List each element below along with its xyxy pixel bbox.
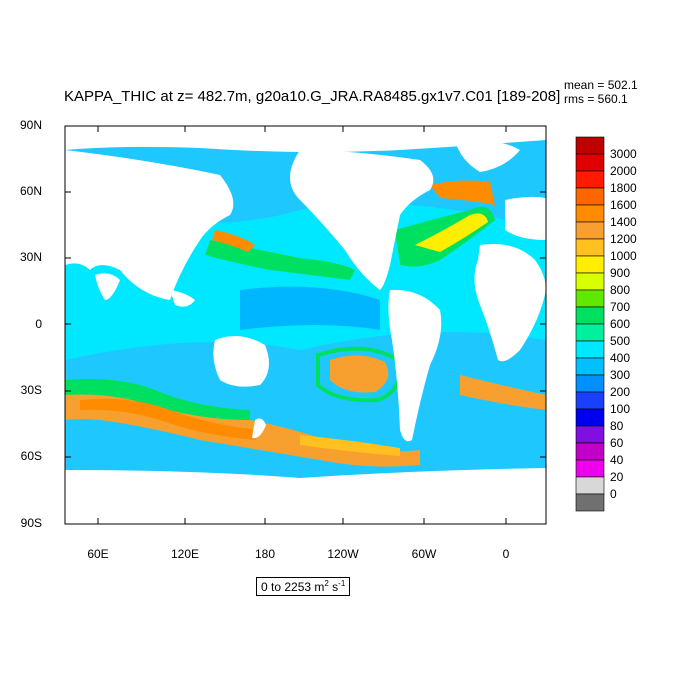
- colorbar-label: 1200: [610, 232, 637, 246]
- colorbar-label: 900: [610, 266, 631, 280]
- colorbar-swatch: [575, 374, 605, 393]
- lat-label: 0: [35, 317, 42, 331]
- lat-label: 60S: [20, 449, 42, 463]
- units-mid: s: [328, 580, 339, 594]
- colorbar-label: 500: [610, 334, 631, 348]
- colorbar-swatch: [575, 170, 605, 189]
- colorbar-swatch: [575, 238, 605, 257]
- colorbar-swatch: [575, 493, 605, 512]
- lon-label: 60W: [411, 547, 437, 561]
- north-pacific-band: [205, 240, 355, 280]
- south-pacific-gyre: [330, 355, 389, 393]
- lon-label: 120W: [327, 547, 359, 561]
- lon-label: 0: [502, 547, 510, 561]
- colorbar-label: 200: [610, 385, 631, 399]
- units-range: 0 to 2253 m: [261, 580, 325, 594]
- gulf-stream: [415, 213, 488, 252]
- colorbar-swatch: [575, 221, 605, 240]
- colorbar-swatch: [575, 442, 605, 461]
- colorbar-label: 20: [610, 470, 624, 484]
- colorbar-label: 800: [610, 283, 631, 297]
- colorbar-swatch: [575, 391, 605, 410]
- colorbar-label: 3000: [610, 147, 637, 161]
- lat-label: 30S: [20, 383, 42, 397]
- rms-stat: rms = 560.1: [564, 92, 628, 106]
- units-sup-inverse: -1: [338, 579, 346, 588]
- lat-label: 60N: [19, 184, 42, 198]
- lon-label: 60E: [87, 547, 109, 561]
- colorbar-label: 300: [610, 368, 631, 382]
- lon-label: 180: [254, 547, 276, 561]
- colorbar-swatch: [575, 289, 605, 308]
- colorbar-swatch: [575, 476, 605, 495]
- southern-ocean-green: [65, 378, 250, 420]
- colorbar-swatch: [575, 408, 605, 427]
- colorbar-swatch: [575, 323, 605, 342]
- map-frame: [64, 125, 547, 525]
- colorbar-label: 1600: [610, 198, 637, 212]
- colorbar-label: 1800: [610, 181, 637, 195]
- colorbar-swatch: [575, 306, 605, 325]
- south-atlantic-east-band: [460, 375, 546, 410]
- colorbar-swatch: [575, 425, 605, 444]
- southern-ocean-yellow: [300, 435, 400, 456]
- mean-stat: mean = 502.1: [564, 78, 638, 92]
- ocean-field: [65, 126, 546, 524]
- lon-label: 120E: [170, 547, 200, 561]
- colorbar-label: 100: [610, 402, 631, 416]
- colorbar-label: 400: [610, 351, 631, 365]
- colorbar-swatch: [575, 255, 605, 274]
- lat-label: 90S: [20, 516, 42, 530]
- kuroshio: [212, 230, 255, 252]
- figure-title: KAPPA_THIC at z= 482.7m, g20a10.G_JRA.RA…: [64, 88, 561, 105]
- colorbar-label: 700: [610, 300, 631, 314]
- colorbar-label: 1400: [610, 215, 637, 229]
- colorbar-label: 600: [610, 317, 631, 331]
- equatorial-band: [240, 286, 380, 330]
- lat-label: 90N: [19, 118, 42, 132]
- southern-ocean-orange: [80, 398, 260, 440]
- colorbar-swatch: [575, 204, 605, 223]
- colorbar-swatch: [575, 340, 605, 359]
- units-sup-squared: 2: [324, 579, 329, 588]
- colorbar-label: 0: [610, 487, 617, 501]
- units-box: 0 to 2253 m2 s-1: [256, 577, 351, 596]
- axis-ticks: [65, 125, 546, 525]
- lat-label: 30N: [19, 250, 42, 264]
- colorbar-label: 40: [610, 453, 624, 467]
- colorbar-swatch: [575, 153, 605, 172]
- colorbar-label: 60: [610, 436, 624, 450]
- south-pacific-gyre-rim: [316, 346, 402, 403]
- colorbar-label: 2000: [610, 164, 637, 178]
- labrador-sea: [430, 180, 495, 205]
- colorbar-swatch: [575, 459, 605, 478]
- colorbar: [575, 136, 605, 512]
- colorbar-label: 80: [610, 419, 624, 433]
- land: [65, 126, 546, 524]
- colorbar-swatch: [575, 136, 605, 155]
- colorbar-swatch: [575, 272, 605, 291]
- colorbar-label: 1000: [610, 249, 637, 263]
- colorbar-swatch: [575, 187, 605, 206]
- colorbar-swatch: [575, 357, 605, 376]
